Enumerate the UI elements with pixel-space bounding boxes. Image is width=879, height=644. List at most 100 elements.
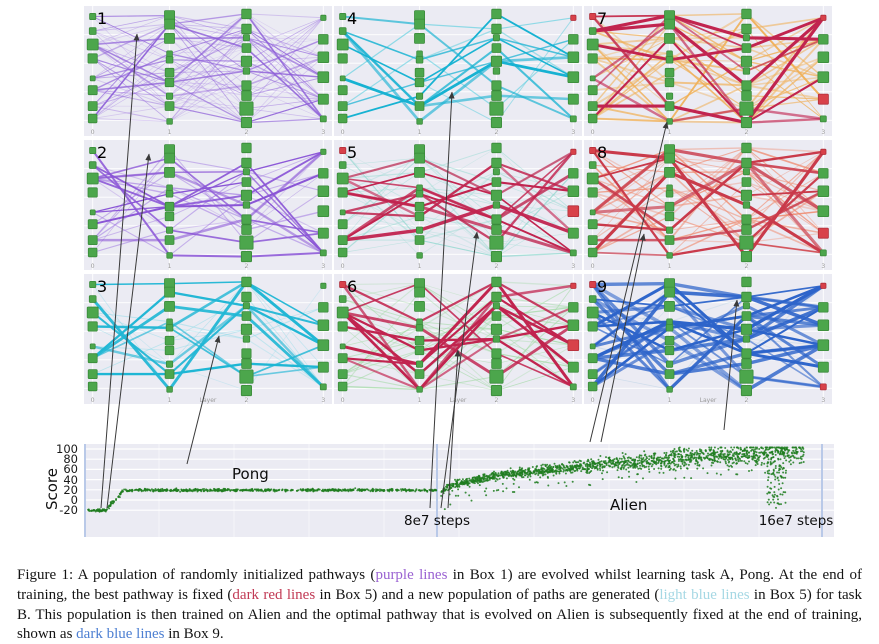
pathway-panel-8: 0 1 2 3 8 xyxy=(584,140,832,270)
pathway-svg: 0 1 2 3 xyxy=(584,140,832,270)
layer-axis-ticks: 0 1 2 3 Layer xyxy=(591,397,826,404)
panel-number: 1 xyxy=(97,9,108,28)
pathway-lines xyxy=(341,279,575,392)
pathway-lines xyxy=(591,281,825,393)
panel-number: 7 xyxy=(597,9,608,28)
svg-text:0: 0 xyxy=(591,129,595,136)
svg-text:1: 1 xyxy=(418,397,422,404)
layer-axis-ticks: 0 1 2 3 xyxy=(341,129,576,136)
layer-axis-ticks: 0 1 2 3 xyxy=(341,263,576,270)
caption-colored-term: purple lines xyxy=(375,567,448,583)
pathway-svg: 0 1 2 3 xyxy=(334,140,582,270)
pathway-svg: 0 1 2 3 Layer xyxy=(584,274,832,404)
svg-text:0: 0 xyxy=(341,397,345,404)
svg-text:2: 2 xyxy=(744,129,748,136)
svg-text:3: 3 xyxy=(571,129,575,136)
panel-number: 9 xyxy=(597,277,608,296)
layer-axis-label: Layer xyxy=(700,397,717,404)
svg-text:0: 0 xyxy=(341,129,345,136)
module-nodes xyxy=(336,142,580,263)
module-nodes xyxy=(86,8,330,129)
pathway-panel-2: 0 1 2 3 2 xyxy=(84,140,332,270)
layer-axis-ticks: 0 1 2 3 Layer xyxy=(341,397,576,404)
layer-axis-ticks: 0 1 2 3 Layer xyxy=(91,397,326,404)
pathway-panel-6: 0 1 2 3 Layer 6 xyxy=(334,274,582,404)
pathway-svg: 0 1 2 3 Layer xyxy=(334,274,582,404)
svg-text:2: 2 xyxy=(744,397,748,404)
figure-caption: Figure 1: A population of randomly initi… xyxy=(17,566,862,644)
caption-text-segment: in Box 5) and a new population of paths … xyxy=(315,586,660,603)
svg-text:0: 0 xyxy=(591,263,595,270)
svg-text:1: 1 xyxy=(668,397,672,404)
caption-text-segment: in Box 9. xyxy=(164,626,224,643)
layer-axis-ticks: 0 1 2 3 xyxy=(91,129,326,136)
layer-axis-ticks: 0 1 2 3 xyxy=(591,263,826,270)
y-tick-label: 80 xyxy=(63,452,78,466)
y-axis-ticks: 100 80 60 40 20 0 -20 xyxy=(46,442,80,537)
svg-text:0: 0 xyxy=(91,397,95,404)
pathway-lines xyxy=(91,148,325,258)
pathway-svg: 0 1 2 3 xyxy=(84,140,332,270)
y-tick-label: 20 xyxy=(63,483,78,497)
pathway-lines xyxy=(92,12,324,124)
panel-number: 2 xyxy=(97,143,108,162)
y-tick-label: 40 xyxy=(63,473,78,487)
pathway-svg: 0 1 2 3 xyxy=(334,6,582,136)
module-nodes xyxy=(86,276,330,397)
svg-text:0: 0 xyxy=(91,129,95,136)
caption-text-segment: Figure 1: A population of randomly initi… xyxy=(17,567,376,583)
y-tick-label: 100 xyxy=(56,442,78,456)
pathway-svg: 0 1 2 3 xyxy=(584,6,832,136)
module-nodes xyxy=(336,8,580,129)
panel-number: 6 xyxy=(347,277,358,296)
svg-text:1: 1 xyxy=(418,129,422,136)
svg-text:3: 3 xyxy=(821,397,825,404)
pathway-panel-3: 0 1 2 3 Layer 3 xyxy=(84,274,332,404)
module-nodes xyxy=(86,142,330,263)
svg-text:2: 2 xyxy=(494,263,498,270)
svg-text:2: 2 xyxy=(244,129,248,136)
score-plot: Score 100 80 60 40 20 0 -20 Pong Alien 8e7 ste… xyxy=(43,442,834,537)
svg-text:1: 1 xyxy=(668,263,672,270)
svg-text:3: 3 xyxy=(821,129,825,136)
pathway-svg: 0 1 2 3 xyxy=(84,6,332,136)
svg-text:1: 1 xyxy=(418,263,422,270)
svg-text:3: 3 xyxy=(571,397,575,404)
svg-text:1: 1 xyxy=(168,263,172,270)
pathway-panel-4: 0 1 2 3 4 xyxy=(334,6,582,136)
y-tick-label: 0 xyxy=(70,493,78,507)
svg-text:0: 0 xyxy=(591,397,595,404)
svg-text:2: 2 xyxy=(494,129,498,136)
pathway-panel-5: 0 1 2 3 5 xyxy=(334,140,582,270)
panel-number: 4 xyxy=(347,9,358,28)
y-tick-label: -20 xyxy=(59,503,78,517)
panel-number: 8 xyxy=(597,143,608,162)
caption-colored-term: dark red lines xyxy=(232,586,316,603)
pathway-lines xyxy=(91,279,325,392)
svg-text:0: 0 xyxy=(341,263,345,270)
layer-axis-ticks: 0 1 2 3 xyxy=(591,129,826,136)
svg-text:1: 1 xyxy=(668,129,672,136)
pathway-lines xyxy=(591,12,825,125)
pathway-lines xyxy=(341,147,575,258)
pathway-panel-7: 0 1 2 3 7 xyxy=(584,6,832,136)
y-tick-label: 60 xyxy=(63,462,78,476)
layer-axis-label: Layer xyxy=(450,397,467,404)
caption-text-segment: in Box 5) for task B. This population is… xyxy=(17,586,862,643)
pathway-panel-9: 0 1 2 3 Layer 9 xyxy=(584,274,832,404)
svg-text:1: 1 xyxy=(168,129,172,136)
svg-text:2: 2 xyxy=(244,263,248,270)
svg-text:3: 3 xyxy=(821,263,825,270)
caption-text-segment: in Box 1) are evolved whilst learning ta… xyxy=(17,567,862,603)
pathway-svg: 0 1 2 3 Layer xyxy=(84,274,332,404)
svg-text:2: 2 xyxy=(744,263,748,270)
pathway-lines xyxy=(591,146,825,260)
svg-text:2: 2 xyxy=(244,397,248,404)
svg-text:0: 0 xyxy=(91,263,95,270)
panel-number: 5 xyxy=(347,143,358,162)
layer-axis-label: Layer xyxy=(200,397,217,404)
svg-text:3: 3 xyxy=(321,129,325,136)
panel-number: 3 xyxy=(97,277,108,296)
caption-colored-term: light blue lines xyxy=(659,586,750,603)
